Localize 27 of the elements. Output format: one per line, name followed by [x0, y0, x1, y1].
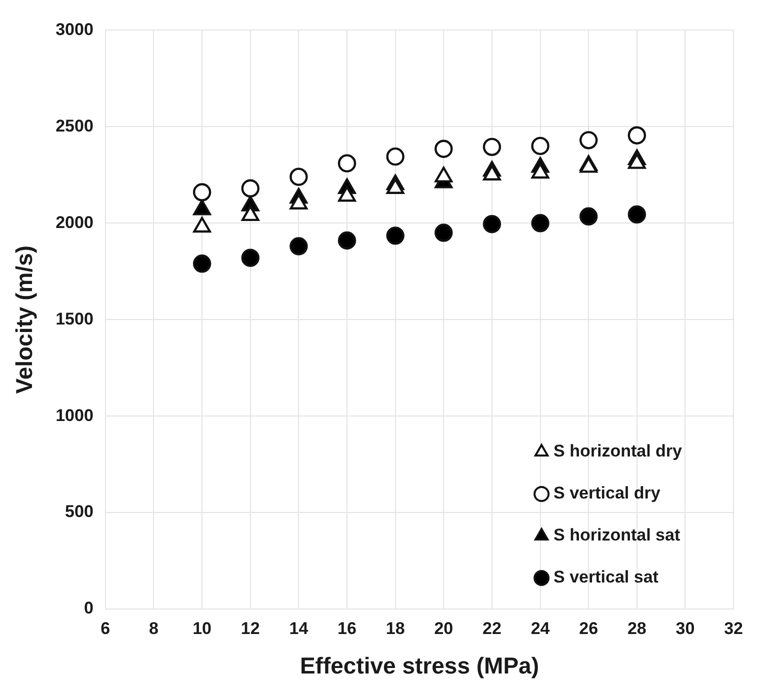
x-tick-label: 20 [434, 618, 454, 638]
legend-label: S horizontal dry [554, 442, 683, 461]
y-tick-label: 3000 [56, 20, 94, 39]
x-tick-label: 24 [530, 618, 550, 638]
x-tick-label: 10 [192, 618, 212, 638]
legend-label: S horizontal sat [554, 526, 680, 545]
x-tick-label: 12 [240, 618, 260, 638]
x-tick-label: 8 [149, 618, 158, 638]
x-tick-label: 16 [338, 618, 356, 638]
x-tick-label: 26 [579, 618, 598, 638]
y-tick-label: 2000 [56, 212, 94, 232]
x-tick-label: 6 [100, 618, 110, 638]
x-tick-label: 30 [676, 618, 695, 638]
x-tick-label: 22 [482, 618, 502, 638]
legend-label: S vertical dry [554, 484, 661, 503]
legend-label: S vertical sat [554, 568, 659, 587]
x-axis-title: Effective stress (MPa) [300, 652, 540, 679]
y-tick-label: 2500 [56, 116, 94, 136]
y-tick-label: 1000 [56, 406, 94, 425]
y-tick-label: 1500 [56, 309, 94, 328]
x-tick-label: 32 [724, 618, 744, 638]
y-axis-title: Velocity (m/s) [11, 245, 38, 394]
y-tick-label: 0 [84, 598, 94, 618]
y-tick-label: 500 [65, 502, 94, 522]
x-tick-label: 28 [627, 618, 646, 638]
x-tick-label: 14 [289, 618, 309, 638]
x-tick-label: 18 [386, 618, 405, 638]
